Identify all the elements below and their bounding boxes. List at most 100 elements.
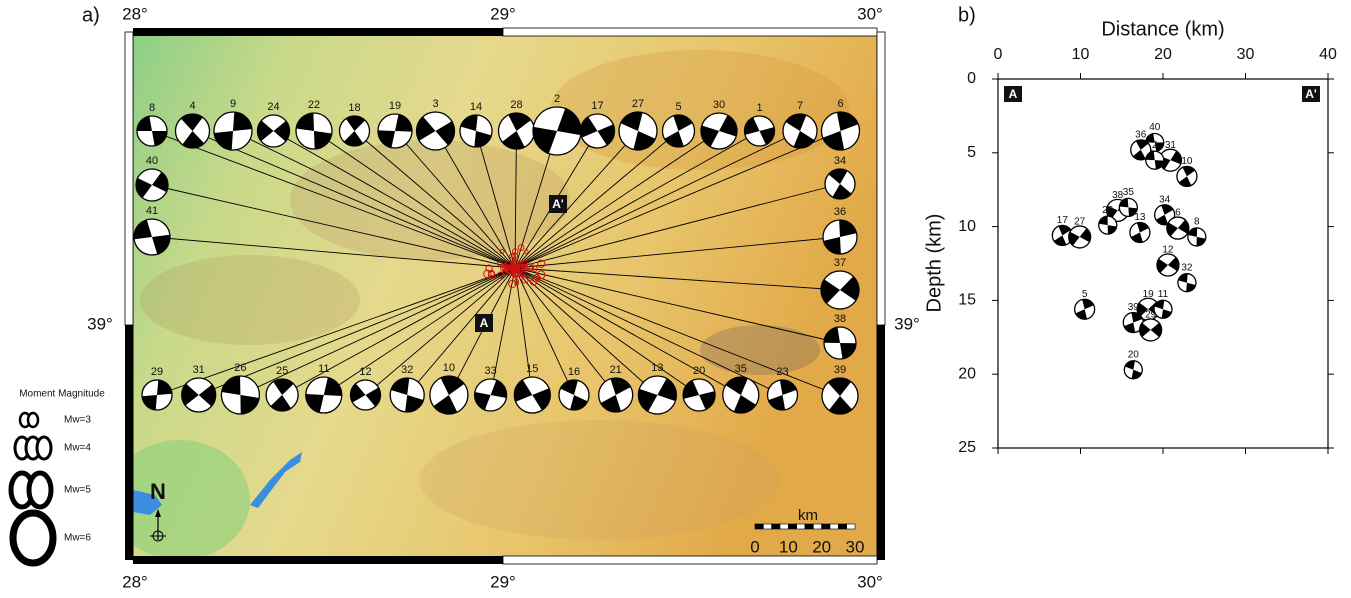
legend-symbol (29, 473, 51, 507)
beachball-pole (486, 388, 490, 392)
event-label: 11 (1158, 289, 1169, 300)
event-label: 29 (1145, 310, 1157, 321)
lon-tick-label: 28° (122, 572, 148, 591)
y-tick-label: 20 (958, 365, 976, 382)
scale-segment (763, 524, 771, 529)
event-label: 10 (1181, 156, 1193, 167)
scale-segment (813, 524, 821, 529)
event-label: 8 (149, 102, 155, 114)
beachball-pole (358, 130, 362, 134)
event-label: 16 (568, 366, 580, 378)
scale-segment (822, 524, 830, 529)
beachball-pole (834, 345, 838, 349)
scale-segment (797, 524, 805, 529)
beachball-pole (838, 294, 843, 299)
legend-title: Moment Magnitude (19, 389, 105, 400)
x-tick-label: 40 (1319, 46, 1337, 63)
beachball-pole (185, 129, 189, 133)
lon-tick-label: 30° (857, 572, 883, 591)
legend: Moment Magnitude Mw=3 Mw=4 Mw=5 Mw=6 (0, 380, 124, 563)
event-label: 5 (1082, 289, 1088, 300)
lat-tick-label: 39° (87, 314, 113, 333)
event-label: 19 (389, 100, 401, 112)
beachball-pole (1166, 260, 1169, 263)
lat-tick-label: 39° (894, 314, 920, 333)
beachball-pole (432, 135, 437, 140)
event-label: 40 (1149, 122, 1161, 133)
beachball-pole (1177, 231, 1180, 234)
beachball-pole (147, 133, 151, 137)
frame-segment (503, 556, 877, 564)
legend-symbol (37, 437, 51, 459)
event-label: 6 (1175, 208, 1181, 219)
beachball-pole (243, 388, 248, 393)
scale-segment (755, 524, 763, 529)
beachball-pole (658, 399, 663, 404)
beachball-pole (226, 124, 231, 129)
beachball-pole (642, 126, 647, 131)
frame-segment (133, 28, 503, 36)
event-label: 36 (1135, 129, 1147, 140)
event-label: 19 (1143, 289, 1155, 300)
event-label: 39 (1128, 302, 1140, 313)
y-tick-label: 10 (958, 218, 976, 235)
beachball-pole (363, 398, 367, 402)
event-label: 33 (484, 365, 496, 377)
event-label: 10 (443, 362, 455, 374)
frame-segment (877, 32, 885, 325)
beachball-pole (317, 125, 321, 129)
beachball-pole (843, 181, 847, 185)
beachball-pole (619, 395, 623, 399)
legend-label: Mw=3 (64, 415, 91, 426)
beachball-pole (1189, 176, 1191, 178)
event-label: 4 (189, 100, 195, 112)
event-label: 9 (230, 98, 236, 110)
lon-tick-label: 29° (490, 572, 516, 591)
legend-label: Mw=6 (64, 533, 91, 544)
event-label: 39 (834, 364, 846, 376)
relief (140, 255, 360, 345)
y-axis-title: Depth (km) (923, 214, 945, 313)
event-label: 21 (610, 364, 622, 376)
event-label: 27 (632, 98, 644, 110)
event-label: 41 (146, 205, 158, 217)
beachball-pole (1078, 232, 1081, 235)
beachball-pole (1188, 280, 1190, 282)
beachball-pole (719, 135, 723, 139)
legend-label: Mw=4 (64, 443, 91, 454)
beachball-pole (1109, 222, 1111, 224)
event-label: 17 (1057, 215, 1069, 226)
event-label: 15 (526, 363, 538, 375)
event-label: 5 (675, 101, 681, 113)
beachball-pole (597, 123, 601, 127)
relief (290, 140, 570, 260)
event-label: 32 (401, 364, 413, 376)
event-label: 3 (432, 98, 438, 110)
legend-label: Mw=5 (64, 485, 91, 496)
event-label: 40 (146, 155, 158, 167)
beachball-pole (286, 394, 290, 398)
scale-segment (788, 524, 796, 529)
frame-segment (133, 556, 503, 564)
beachball-pole (577, 391, 581, 395)
beachball-pole (1156, 157, 1158, 159)
event-label: 11 (318, 363, 329, 375)
event-label: 36 (834, 206, 846, 218)
beachball-pole (832, 394, 836, 398)
section-label: A' (552, 197, 564, 211)
beachball-pole (792, 131, 796, 135)
lon-tick-label: 30° (857, 4, 883, 23)
beachball-pole (197, 387, 201, 391)
event-label: 14 (470, 101, 482, 113)
x-tick-label: 20 (1154, 46, 1172, 63)
y-tick-label: 0 (967, 70, 976, 87)
event-label: 20 (1128, 349, 1140, 360)
event-label: 8 (1194, 217, 1200, 228)
event-label: 31 (193, 364, 205, 376)
beachball-pole (440, 391, 445, 396)
beachball-pole (153, 230, 157, 234)
y-tick-label: 15 (958, 292, 976, 309)
event-label: 38 (834, 313, 846, 325)
event-label: 30 (713, 99, 725, 111)
legend-symbol (13, 513, 53, 563)
